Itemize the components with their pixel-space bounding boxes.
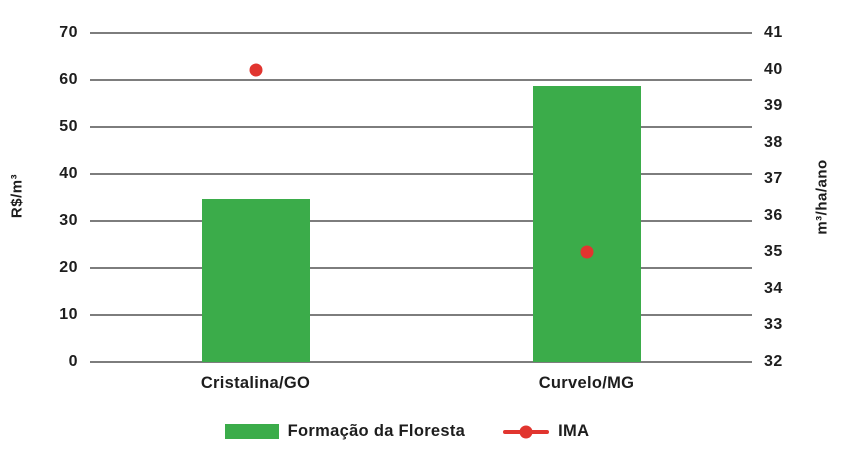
bar-series-swatch-icon <box>224 424 279 439</box>
ima-dot-cristalina-go <box>249 63 262 77</box>
right-axis-tick-label: 33 <box>764 316 783 334</box>
right-axis-tick-label: 38 <box>764 133 783 151</box>
left-axis-tick-label: 30 <box>59 212 78 229</box>
legend: Formação da Floresta IMA <box>0 422 814 441</box>
left-axis-tick-label: 70 <box>59 24 78 41</box>
ima-dot-icon <box>519 425 533 438</box>
right-axis-tick-label: 32 <box>764 353 783 370</box>
left-axis-tick-label: 20 <box>59 259 78 276</box>
bar-curvelo-mg <box>532 86 641 362</box>
legend-label-ima: IMA <box>558 422 590 440</box>
ima-dot-curvelo-mg <box>580 245 593 259</box>
gridline <box>90 220 752 222</box>
left-axis-tick-label: 40 <box>59 165 78 182</box>
gridline <box>90 79 752 81</box>
legend-item-ima: IMA <box>503 422 589 441</box>
gridline <box>90 267 752 269</box>
category-label-cristalina-go: Cristalina/GO <box>200 374 311 392</box>
right-axis-tick-label: 36 <box>764 206 783 224</box>
left-axis-tick-label: 0 <box>68 353 78 370</box>
gridline <box>90 361 752 363</box>
legend-item-formacao-da-floresta: Formação da Floresta <box>224 422 466 441</box>
category-label-curvelo-mg: Curvelo/MG <box>538 374 635 392</box>
gridline <box>90 126 752 128</box>
left-axis-tick-label: 10 <box>59 306 78 323</box>
right-axis-tick-label: 39 <box>764 97 783 115</box>
right-axis-tick-label: 35 <box>764 243 783 261</box>
right-axis-tick-label: 40 <box>764 60 783 78</box>
gridline <box>90 32 752 34</box>
gridline <box>90 314 752 316</box>
right-axis-tick-label: 34 <box>764 279 783 297</box>
gridline <box>90 173 752 175</box>
right-axis-tick-label: 41 <box>764 24 783 41</box>
right-axis-tick-label: 37 <box>764 170 783 188</box>
legend-label-formacao-da-floresta: Formação da Floresta <box>287 422 466 440</box>
bar-cristalina-go <box>201 199 310 362</box>
left-axis-tick-label: 60 <box>59 71 78 88</box>
ima-series-marker-icon <box>503 425 550 438</box>
left-axis-tick-label: 50 <box>59 118 78 135</box>
